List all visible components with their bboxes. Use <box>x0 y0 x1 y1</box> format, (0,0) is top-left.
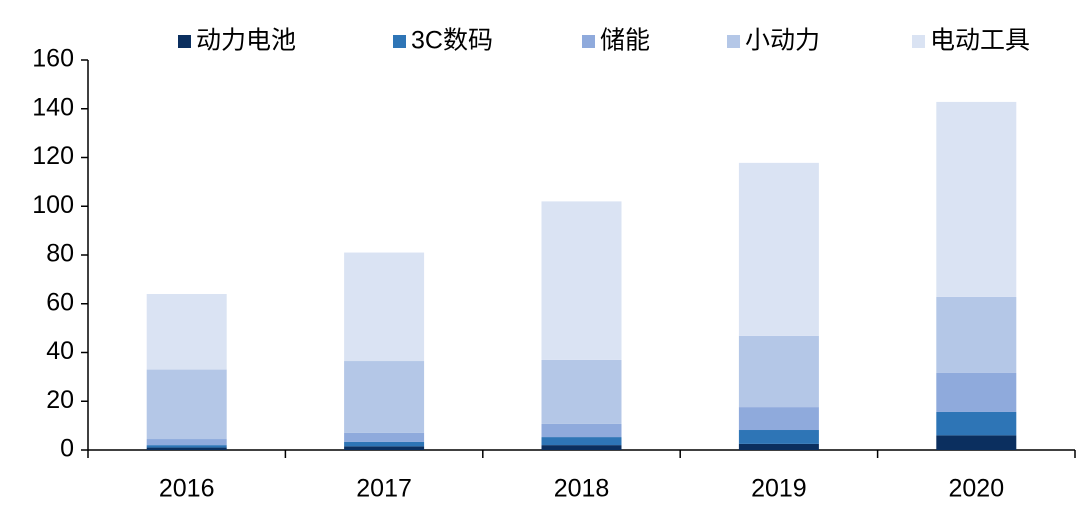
bar-segment <box>146 369 227 440</box>
y-tick-label: 120 <box>32 142 74 170</box>
legend-label: 电动工具 <box>930 27 1030 55</box>
bar-segment <box>738 443 819 450</box>
y-tick-label: 40 <box>46 337 74 365</box>
legend-label: 动力电池 <box>196 27 296 55</box>
legend-swatch <box>912 35 925 48</box>
bar-segment <box>541 359 622 424</box>
bar-segment <box>146 445 227 448</box>
x-tick-label: 2020 <box>948 475 1004 503</box>
legend-swatch <box>178 35 191 48</box>
bar-segment <box>936 296 1017 373</box>
bar-segment <box>344 446 425 450</box>
bar-segment <box>541 445 622 450</box>
bar-segment <box>146 294 227 370</box>
bar-segment <box>936 411 1017 436</box>
bar-segment <box>936 372 1017 412</box>
bar-segment <box>541 437 622 446</box>
bar-segment <box>936 101 1017 297</box>
y-tick-label: 80 <box>46 240 74 268</box>
bar-segment <box>738 335 819 408</box>
bar-segment <box>738 162 819 336</box>
x-tick-label: 2017 <box>356 475 412 503</box>
bar-segment <box>146 439 227 446</box>
legend-label: 3C数码 <box>411 27 493 55</box>
y-tick-label: 160 <box>32 45 74 73</box>
bar-segment <box>344 432 425 442</box>
bar-segment <box>738 407 819 431</box>
bar-segment <box>541 423 622 438</box>
bar-segment <box>344 441 425 447</box>
legend-swatch <box>727 35 740 48</box>
bar-segment <box>738 430 819 444</box>
x-tick-label: 2018 <box>554 475 610 503</box>
legend-swatch <box>582 35 595 48</box>
legend-swatch <box>393 35 406 48</box>
bar-segment <box>146 447 227 450</box>
x-tick-label: 2016 <box>159 475 215 503</box>
bar-segment <box>344 252 425 362</box>
y-tick-label: 20 <box>46 386 74 414</box>
bar-segment <box>344 361 425 433</box>
bar-segment <box>936 435 1017 450</box>
y-tick-label: 100 <box>32 191 74 219</box>
y-tick-label: 140 <box>32 93 74 121</box>
y-tick-label: 0 <box>60 435 74 463</box>
legend-label: 小动力 <box>745 27 820 55</box>
y-tick-label: 60 <box>46 288 74 316</box>
bar-segment <box>541 201 622 360</box>
x-tick-label: 2019 <box>751 475 807 503</box>
legend-label: 储能 <box>600 27 650 55</box>
